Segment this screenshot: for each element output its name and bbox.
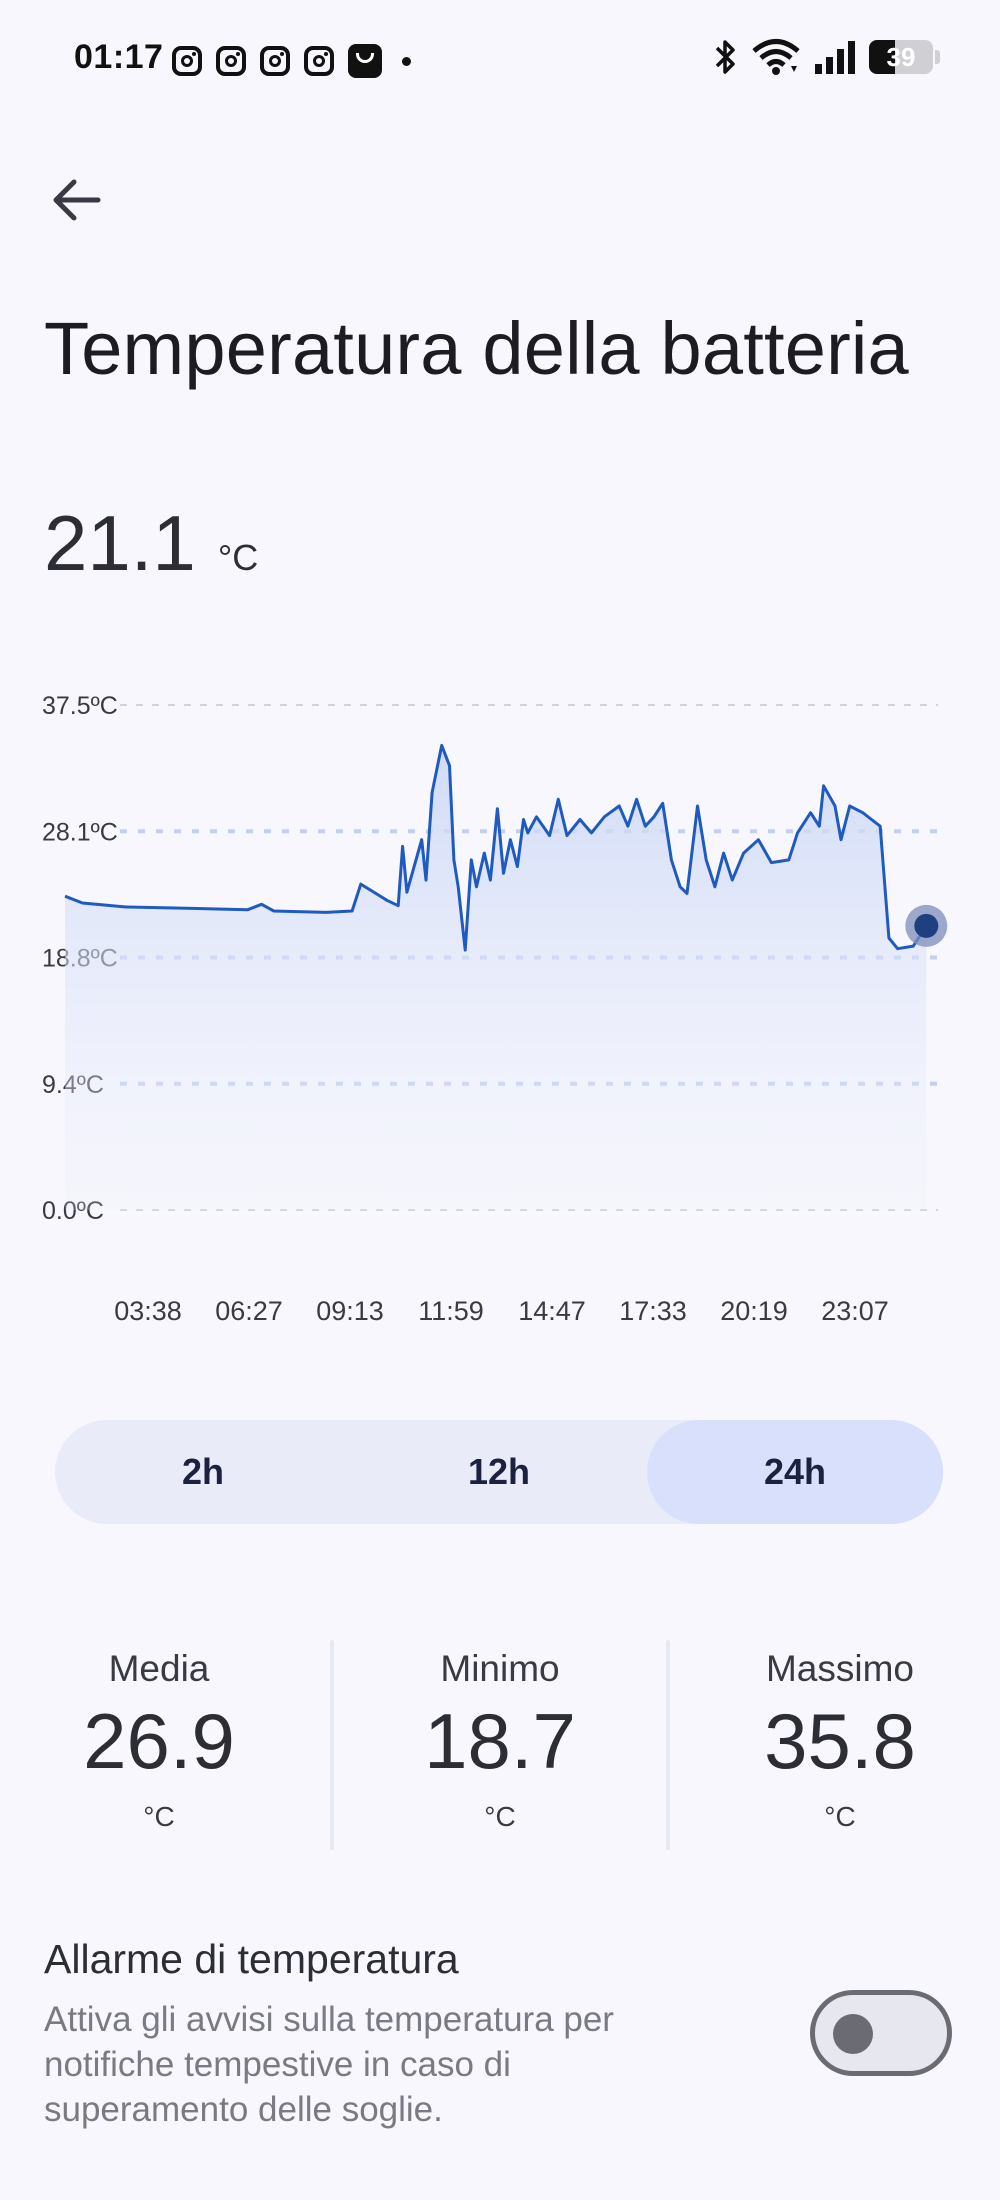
current-point-dot <box>914 913 939 938</box>
stat-label: Media <box>108 1648 210 1689</box>
current-temperature-unit: °C <box>217 537 259 578</box>
stat-divider <box>330 1640 334 1850</box>
temperature-stats: Media 26.9 °C Minimo 18.7 °C Massimo 35.… <box>0 1640 1000 1850</box>
stat-value: 26.9 <box>83 1697 235 1785</box>
range-option-24h[interactable]: 24h <box>647 1420 943 1524</box>
bluetooth-icon <box>715 40 735 74</box>
y-tick-label: 37.5ºC <box>42 692 118 720</box>
stat-label: Massimo <box>765 1648 915 1689</box>
alarm-description: Attiva gli avvisi sulla temperatura per … <box>44 2000 614 2129</box>
current-temperature: 21.1 °C <box>44 498 258 589</box>
battery-tip <box>935 50 940 64</box>
stat-divider <box>666 1640 670 1850</box>
stat-value: 18.7 <box>424 1697 576 1785</box>
system-icons: 39 <box>713 38 940 76</box>
instagram-icon <box>304 46 334 76</box>
wifi-icon <box>752 39 800 75</box>
stat-minimo: Minimo 18.7 °C <box>350 1640 650 1833</box>
stat-unit: °C <box>143 1801 175 1832</box>
x-tick-label: 06:27 <box>215 1296 283 1326</box>
temperature-alarm-section: Allarme di temperatura Attiva gli avvisi… <box>44 1936 664 2132</box>
notification-icons <box>172 44 411 78</box>
battery-icon: 39 <box>869 40 933 74</box>
x-tick-label: 09:13 <box>316 1296 384 1326</box>
x-tick-label: 20:19 <box>720 1296 788 1326</box>
temperature-line <box>64 743 928 952</box>
range-option-2h[interactable]: 2h <box>181 1451 224 1492</box>
stat-massimo: Massimo 35.8 °C <box>690 1640 990 1833</box>
instagram-icon <box>216 46 246 76</box>
instagram-icon <box>172 46 202 76</box>
stat-label: Minimo <box>440 1648 560 1689</box>
back-button[interactable] <box>48 172 104 228</box>
toggle-knob <box>833 2014 873 2054</box>
signal-icon <box>815 41 855 74</box>
page-title: Temperatura della batteria <box>44 307 909 390</box>
arrow-left-icon <box>53 179 101 221</box>
temperature-alarm-toggle[interactable] <box>810 1990 952 2076</box>
time-range-selector: 2h 12h 24h <box>55 1420 943 1524</box>
stat-unit: °C <box>824 1801 856 1832</box>
stat-unit: °C <box>484 1801 516 1832</box>
more-notifications-dot-icon <box>402 56 411 66</box>
shop-icon <box>348 44 382 78</box>
stat-value: 35.8 <box>764 1697 916 1785</box>
status-bar: 01:17 39 <box>0 0 1000 120</box>
instagram-icon <box>260 46 290 76</box>
stat-media: Media 26.9 °C <box>9 1640 309 1833</box>
x-tick-label: 03:38 <box>114 1296 182 1326</box>
x-tick-label: 23:07 <box>821 1296 889 1326</box>
x-tick-label: 11:59 <box>418 1296 484 1326</box>
alarm-title: Allarme di temperatura <box>44 1936 459 1982</box>
y-tick-label: 28.1ºC <box>42 818 118 846</box>
x-tick-label: 14:47 <box>518 1296 586 1326</box>
temperature-area <box>65 745 927 1210</box>
range-option-12h[interactable]: 12h <box>467 1451 531 1492</box>
status-time: 01:17 <box>74 38 164 76</box>
battery-level: 39 <box>886 42 916 72</box>
x-tick-label: 17:33 <box>619 1296 687 1326</box>
current-temperature-value: 21.1 <box>44 499 196 587</box>
